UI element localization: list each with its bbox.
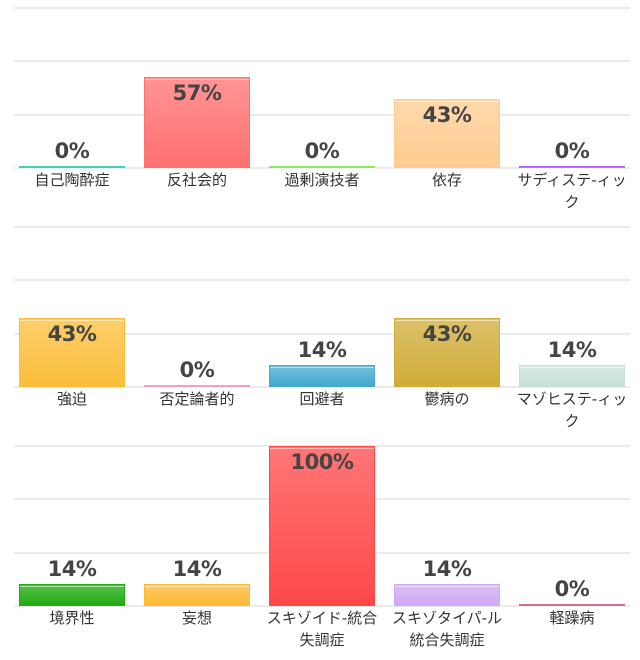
bar (519, 364, 625, 387)
gridline (14, 605, 630, 607)
gridline (14, 226, 630, 228)
bar (269, 364, 375, 387)
gridline (14, 60, 630, 63)
category-label: スキゾイド-統合失調症 (266, 609, 378, 649)
data-label: 0% (554, 577, 590, 601)
data-label: 14% (422, 556, 472, 581)
category-label: 強迫 (56, 390, 87, 408)
bar (394, 318, 500, 387)
category-label: 自己陶酔症 (34, 171, 110, 189)
category-label: サディステ-ィック (517, 171, 627, 211)
category-label: 軽躁病 (549, 609, 595, 627)
data-label: 0% (554, 139, 590, 163)
bar (269, 446, 375, 606)
data-label: 57% (172, 80, 222, 105)
bar (519, 166, 625, 169)
category-label: 妄想 (181, 609, 212, 627)
data-label: 0% (304, 139, 340, 163)
category-label: マゾヒステ-ィック (516, 390, 628, 430)
bar (269, 166, 375, 169)
data-label: 14% (47, 556, 97, 581)
gridline (14, 7, 630, 9)
bar (19, 583, 125, 606)
bar (144, 76, 250, 168)
category-label: 鬱病の (424, 390, 470, 408)
data-label: 43% (422, 103, 472, 128)
bar (144, 583, 250, 606)
category-label: 過剰演技者 (284, 171, 360, 189)
gridline (14, 386, 630, 388)
bar (144, 385, 250, 388)
bar (519, 604, 625, 607)
bar (19, 166, 125, 169)
gridline (14, 113, 630, 116)
gridline (14, 332, 630, 335)
data-label: 43% (422, 322, 472, 347)
data-label: 14% (297, 337, 347, 362)
category-label: スキゾタイパ-ル統合失調症 (391, 609, 503, 649)
category-label: 依存 (431, 171, 462, 189)
category-label: 反社会的 (166, 171, 227, 189)
data-label: 43% (47, 322, 97, 347)
data-label: 100% (290, 450, 354, 474)
data-label: 0% (179, 358, 215, 382)
bar (394, 99, 500, 168)
category-label: 回避者 (299, 390, 345, 408)
gridline (14, 279, 630, 282)
bar (394, 583, 500, 606)
category-label: 否定論者的 (159, 390, 235, 408)
data-label: 0% (54, 139, 90, 163)
data-label: 14% (547, 337, 597, 362)
data-label: 14% (172, 556, 222, 581)
category-label: 境界性 (49, 609, 95, 627)
bar (19, 318, 125, 387)
